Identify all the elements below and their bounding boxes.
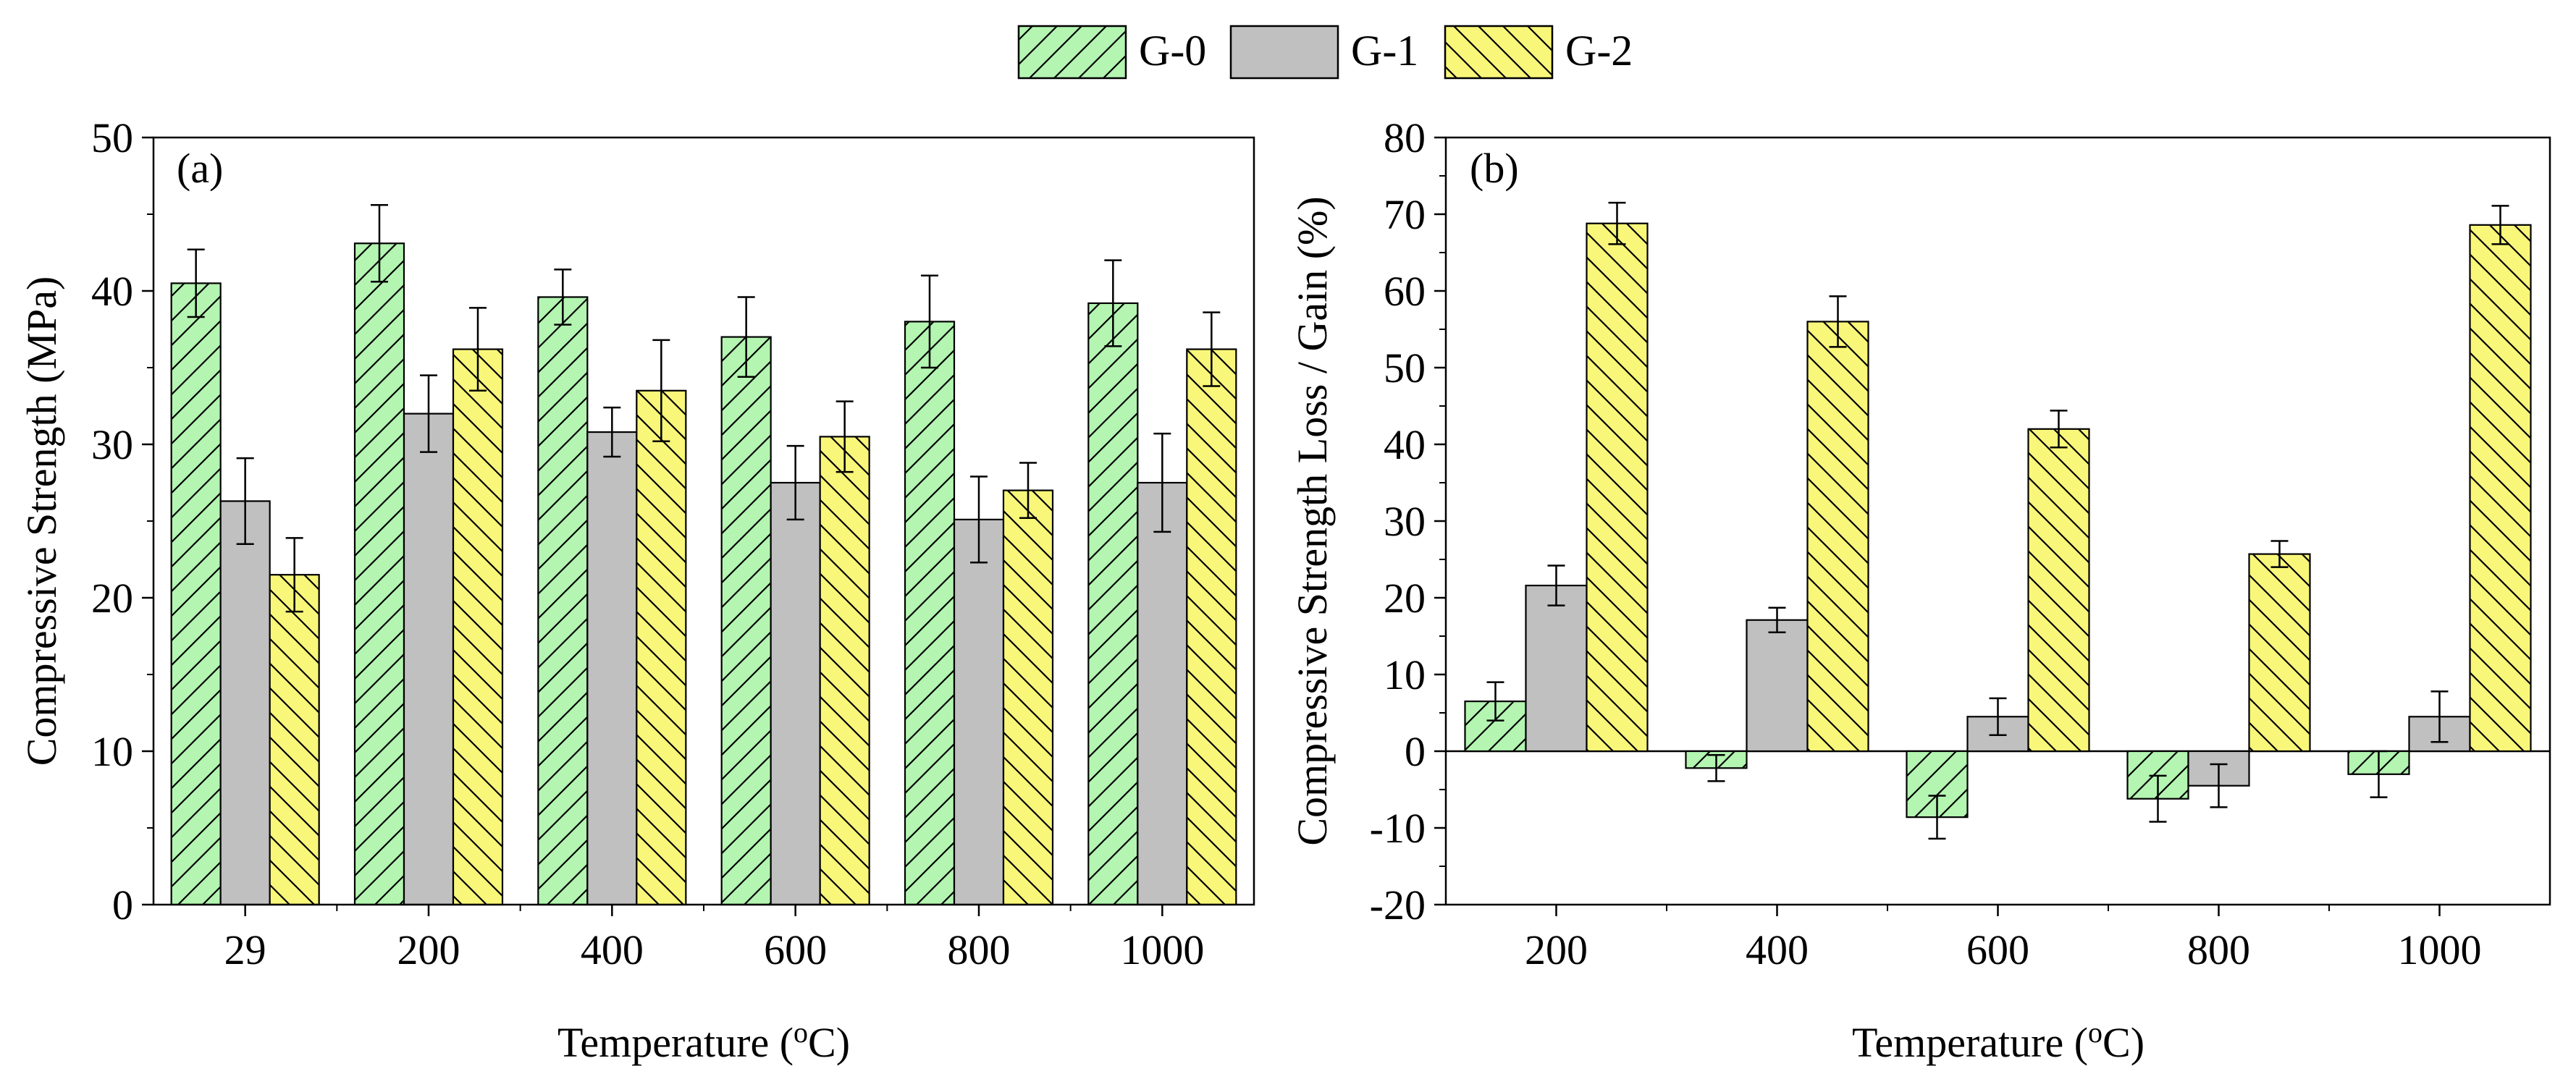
panel-a-bar-g2-800-hatch <box>1003 490 1053 905</box>
legend-label-g1: G-1 <box>1351 27 1418 75</box>
legend-item-g1: G-1 <box>1229 25 1418 80</box>
panel-a-bar-g1-1000 <box>1137 481 1188 906</box>
panel-b-xtick-label: 600 <box>1966 926 2029 973</box>
panel-b-y-axis-title: Compressive Strength Loss / Gain (%) <box>1289 196 1336 845</box>
panel-a-bar-g1-800 <box>953 518 1005 906</box>
panel-a-bar-g2-600-hatch <box>820 436 870 905</box>
panel-b-ytick-label: 80 <box>1384 114 1426 161</box>
panel-a-ytick-label: 40 <box>91 268 133 315</box>
panel-b-ytick-label: 40 <box>1384 421 1426 468</box>
panel-b-xtick-label: 200 <box>1525 926 1588 973</box>
legend-label-g0: G-0 <box>1139 27 1206 75</box>
panel-b-xtick-label: 1000 <box>2398 926 2482 973</box>
panel-b-ytick-label: 60 <box>1384 268 1426 315</box>
legend-item-g2: G-2 <box>1444 25 1633 80</box>
panel-a-bar-g0-1000-hatch <box>1088 303 1138 905</box>
panel-a-bar-g2-400-hatch <box>636 390 686 905</box>
panel-a-bar-g0-29-hatch <box>171 283 221 905</box>
panel-a-bar-g2-1000-hatch <box>1187 349 1237 905</box>
panel-a-xlabel-end: C) <box>808 1019 850 1066</box>
panel-a-xtick-label: 600 <box>764 926 827 973</box>
panel-a-label: (a) <box>177 145 223 192</box>
panel-b-xtick-label: 400 <box>1746 926 1809 973</box>
panel-b-xtick-label: 800 <box>2187 926 2250 973</box>
panel-a-x-axis: 29 200 400 600 800 1000 <box>224 905 1204 973</box>
panel-b-bars <box>1446 201 2550 840</box>
panel-a-bar-g0-600-hatch <box>721 337 771 905</box>
panel-b-xlabel-end: C) <box>2103 1019 2144 1066</box>
legend-hatch-g0 <box>1019 26 1126 78</box>
panel-b-x-axis-title: Temperature (oC) <box>1852 1016 2144 1066</box>
panel-b-bar-g2-600-hatch <box>2028 428 2089 751</box>
panel-a-bar-g1-600 <box>770 481 821 906</box>
panel-b-ytick-label: 10 <box>1384 651 1426 698</box>
panel-a-ytick-label: 10 <box>91 728 133 775</box>
chart-panel-a: 0 10 20 30 40 50 29 200 400 600 800 1000 (a) Compr… <box>18 114 1255 1066</box>
panel-a-bar-g0-400-hatch <box>538 297 588 905</box>
panel-a-ytick-label: 30 <box>91 421 133 468</box>
panel-b-xlabel-sup: o <box>2088 1016 2103 1049</box>
legend-label-g2: G-2 <box>1565 27 1633 75</box>
panel-b-bar-g2-200-hatch <box>1586 223 1648 752</box>
legend: G-0 G-1 G-2 <box>1017 25 1633 80</box>
panel-b-label: (b) <box>1470 145 1519 192</box>
legend-item-g0: G-0 <box>1017 25 1206 80</box>
panel-b-y-axis: -20 -10 0 10 20 30 40 50 60 70 80 <box>1370 114 1446 929</box>
panel-a-bar-g2-29-hatch <box>269 575 319 905</box>
panel-a-xlabel-sup: o <box>794 1016 808 1049</box>
panel-a-ytick-label: 0 <box>112 881 133 929</box>
panel-a-xtick-label: 1000 <box>1120 926 1204 973</box>
legend-hatch-g2 <box>1445 26 1552 78</box>
panel-b-bar-g2-400-hatch <box>1807 321 1869 751</box>
chart-panel-b: -20 -10 0 10 20 30 40 50 60 70 80 200 400 600 800 1000… <box>1289 114 2551 1066</box>
panel-a-bar-g1-200 <box>403 413 455 906</box>
legend-swatch-g1 <box>1229 25 1339 80</box>
panel-b-ytick-label: 20 <box>1384 575 1426 622</box>
panel-b-ytick-label: -20 <box>1370 881 1426 929</box>
panel-a-y-axis-title: Compressive Strength (MPa) <box>18 276 65 766</box>
panel-a-xtick-label: 29 <box>224 926 266 973</box>
panel-b-xlabel-main: Temperature ( <box>1852 1019 2088 1066</box>
panel-a-bar-g0-800-hatch <box>905 321 954 905</box>
panel-a-xtick-label: 200 <box>397 926 460 973</box>
panel-a-y-axis: 0 10 20 30 40 50 <box>91 114 153 929</box>
panel-b-ytick-label: 70 <box>1384 191 1426 238</box>
panel-a-xlabel-main: Temperature ( <box>557 1019 794 1066</box>
panel-b-bar-g2-800-hatch <box>2249 554 2310 751</box>
panel-b-bar-g2-1000-hatch <box>2470 224 2531 752</box>
panel-a-bars <box>170 204 1237 906</box>
panel-a-ytick-label: 50 <box>91 114 133 161</box>
panel-b-ytick-label: -10 <box>1370 805 1426 852</box>
panel-b-ytick-label: 0 <box>1405 728 1426 775</box>
panel-b-bar-g1-400 <box>1746 619 1809 753</box>
panel-a-bar-g1-400 <box>586 431 638 906</box>
panel-a-bar-g1-29 <box>219 500 271 906</box>
panel-b-ytick-label: 50 <box>1384 344 1426 392</box>
panel-a-bar-g0-200-hatch <box>355 243 404 905</box>
panel-b-ytick-label: 30 <box>1384 498 1426 545</box>
panel-a-xtick-label: 800 <box>948 926 1011 973</box>
panel-a-x-axis-title: Temperature (oC) <box>557 1016 850 1066</box>
panel-a-ytick-label: 20 <box>91 575 133 622</box>
panel-b-x-axis: 200 400 600 800 1000 <box>1525 905 2482 973</box>
panel-a-xtick-label: 400 <box>581 926 644 973</box>
panel-b-bar-g1-200 <box>1525 584 1588 753</box>
panel-a-bar-g2-200-hatch <box>453 349 502 905</box>
